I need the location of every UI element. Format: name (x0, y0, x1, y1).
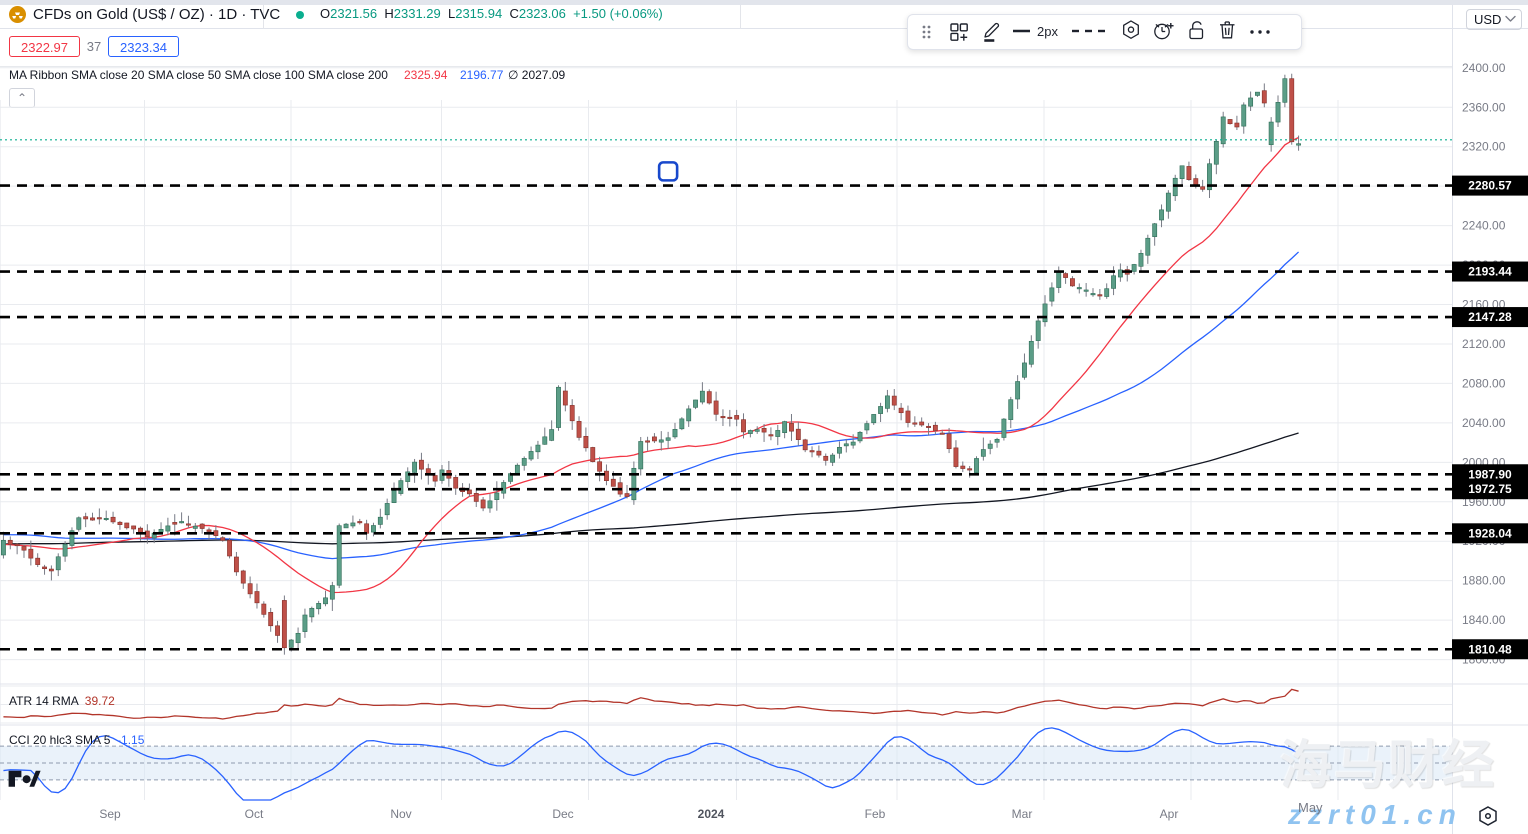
svg-text:Mar: Mar (1012, 807, 1033, 821)
svg-text:1972.75: 1972.75 (1468, 482, 1512, 496)
svg-text:2320.00: 2320.00 (1462, 140, 1506, 154)
svg-text:Nov: Nov (390, 807, 411, 821)
svg-text:2240.00: 2240.00 (1462, 219, 1506, 233)
svg-text:2147.28: 2147.28 (1468, 310, 1512, 324)
svg-text:Oct: Oct (245, 807, 264, 821)
svg-text:2400.00: 2400.00 (1462, 61, 1506, 75)
svg-text:1928.04: 1928.04 (1468, 526, 1512, 540)
svg-text:Dec: Dec (552, 807, 573, 821)
svg-text:2024: 2024 (698, 807, 725, 821)
svg-text:2px: 2px (1037, 24, 1058, 39)
svg-text:1840.00: 1840.00 (1462, 613, 1506, 627)
svg-text:2280.57: 2280.57 (1468, 179, 1512, 193)
svg-text:1880.00: 1880.00 (1462, 574, 1506, 588)
svg-text:2120.00: 2120.00 (1462, 337, 1506, 351)
svg-text:1810.48: 1810.48 (1468, 642, 1512, 656)
svg-text:2193.44: 2193.44 (1468, 265, 1512, 279)
svg-text:2040.00: 2040.00 (1462, 416, 1506, 430)
svg-text:Apr: Apr (1160, 807, 1179, 821)
svg-text:1987.90: 1987.90 (1468, 467, 1512, 481)
svg-text:Feb: Feb (865, 807, 886, 821)
svg-text:2080.00: 2080.00 (1462, 376, 1506, 390)
svg-text:2360.00: 2360.00 (1462, 100, 1506, 114)
svg-text:Sep: Sep (99, 807, 121, 821)
